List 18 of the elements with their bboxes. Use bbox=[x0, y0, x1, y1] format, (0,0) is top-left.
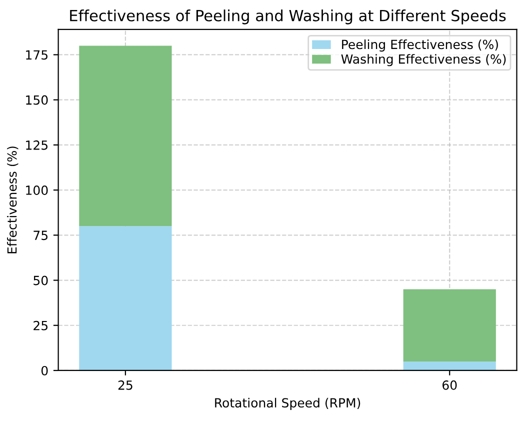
bar bbox=[403, 361, 496, 370]
chart-title: Effectiveness of Peeling and Washing at Different Speeds bbox=[70, 10, 506, 24]
y-tick-label: 50 bbox=[34, 276, 48, 286]
y-tick-label: 150 bbox=[26, 95, 48, 105]
y-tick-label: 100 bbox=[26, 186, 48, 195]
y-tick-label: 75 bbox=[34, 230, 48, 240]
x-axis-title: Rotational Speed (RPM) bbox=[215, 398, 360, 410]
legend-label: Peeling Effectiveness (%) bbox=[342, 39, 498, 52]
bar bbox=[403, 289, 496, 362]
y-tick-label: 175 bbox=[26, 50, 48, 60]
y-tick-label: 125 bbox=[26, 140, 48, 150]
bar bbox=[79, 46, 172, 226]
y-tick-label: 0 bbox=[41, 366, 48, 376]
y-tick-label: 25 bbox=[34, 320, 48, 330]
x-tick-label: 60 bbox=[442, 380, 457, 390]
bar bbox=[79, 226, 172, 370]
legend-label: Washing Effectiveness (%) bbox=[341, 54, 506, 66]
y-axis-title: Effectiveness (%) bbox=[7, 146, 18, 254]
